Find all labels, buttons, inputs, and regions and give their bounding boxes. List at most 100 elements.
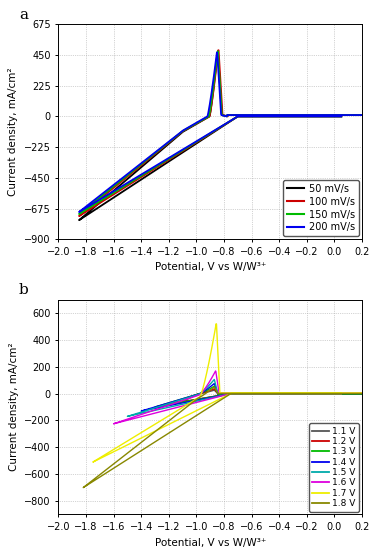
150 mV/s [77,211,81,217]
50 mV/s [267,112,271,118]
50 mV/s [77,217,81,224]
100 mV/s [339,113,344,120]
150 mV/s [215,48,220,54]
1.3 V [212,383,217,390]
1.4 V [152,404,156,410]
1.8 V [268,390,273,397]
1.8 V [360,390,364,397]
200 mV/s [215,49,220,56]
1.4 V [360,390,364,397]
Line: 50 mV/s: 50 mV/s [79,52,362,220]
1.5 V [125,413,130,420]
Line: 1.2 V: 1.2 V [169,389,362,404]
1.3 V [339,390,344,397]
Line: 100 mV/s: 100 mV/s [79,50,362,216]
100 mV/s [216,47,221,53]
200 mV/s [353,112,358,118]
1.2 V [360,391,364,398]
1.1 V [339,390,344,397]
1.8 V [212,384,217,390]
100 mV/s [267,112,271,118]
1.3 V [360,391,364,398]
1.8 V [353,390,358,397]
Text: a: a [19,8,28,22]
1.8 V [132,452,136,459]
1.6 V [156,409,160,416]
1.1 V [191,393,195,400]
200 mV/s [191,140,195,147]
1.4 V [139,408,144,414]
1.2 V [212,385,217,392]
50 mV/s [125,176,129,183]
50 mV/s [93,202,98,209]
Line: 1.1 V: 1.1 V [183,390,362,401]
1.6 V [339,390,344,397]
1.8 V [339,390,344,397]
50 mV/s [360,112,364,118]
1.7 V [107,449,111,456]
1.3 V [165,400,169,406]
100 mV/s [360,112,364,118]
1.5 V [167,404,172,410]
1.7 V [198,405,203,412]
1.2 V [242,390,246,397]
200 mV/s [360,112,364,118]
1.7 V [136,431,141,438]
100 mV/s [128,181,133,187]
1.3 V [234,390,238,397]
Legend: 50 mV/s, 100 mV/s, 150 mV/s, 200 mV/s: 50 mV/s, 100 mV/s, 150 mV/s, 200 mV/s [283,180,359,236]
1.1 V [211,393,216,400]
Line: 1.7 V: 1.7 V [93,324,362,462]
200 mV/s [267,112,271,118]
1.1 V [212,387,217,394]
1.7 V [353,390,358,396]
1.7 V [339,390,344,397]
Line: 200 mV/s: 200 mV/s [79,52,362,212]
1.3 V [189,397,194,404]
1.6 V [112,420,116,427]
1.1 V [301,391,305,398]
1.3 V [355,391,359,398]
1.6 V [360,390,364,396]
1.8 V [81,484,85,491]
1.1 V [211,388,215,394]
1.5 V [283,390,287,396]
1.8 V [193,413,198,420]
1.5 V [339,390,344,397]
150 mV/s [267,112,271,118]
1.5 V [212,376,217,383]
1.4 V [176,397,181,404]
X-axis label: Potential, V vs W/W³⁺: Potential, V vs W/W³⁺ [155,262,266,272]
1.6 V [354,390,358,396]
200 mV/s [128,178,133,185]
1.7 V [271,390,276,396]
1.4 V [212,380,217,387]
Line: 1.5 V: 1.5 V [127,380,362,416]
100 mV/s [353,112,358,118]
1.3 V [292,391,296,398]
1.3 V [188,393,192,400]
Legend: 1.1 V, 1.2 V, 1.3 V, 1.4 V, 1.5 V, 1.6 V, 1.7 V, 1.8 V: 1.1 V, 1.2 V, 1.3 V, 1.4 V, 1.5 V, 1.6 V… [309,423,359,512]
1.5 V [139,409,144,415]
1.1 V [249,390,254,397]
1.6 V [210,395,215,401]
Line: 1.4 V: 1.4 V [141,384,362,411]
1.4 V [355,390,359,397]
1.7 V [91,459,95,465]
Text: b: b [19,284,29,297]
Line: 1.8 V: 1.8 V [83,387,362,488]
1.7 V [139,435,144,441]
1.4 V [339,390,344,397]
1.4 V [178,400,183,407]
1.2 V [178,397,183,404]
1.2 V [167,401,171,408]
100 mV/s [125,173,129,180]
1.2 V [199,390,204,396]
1.4 V [226,391,230,398]
1.6 V [126,415,130,422]
Y-axis label: Current density, mA/cm²: Current density, mA/cm² [8,67,19,196]
1.5 V [354,390,359,396]
1.6 V [153,406,158,413]
1.3 V [153,404,157,410]
1.2 V [355,391,359,398]
